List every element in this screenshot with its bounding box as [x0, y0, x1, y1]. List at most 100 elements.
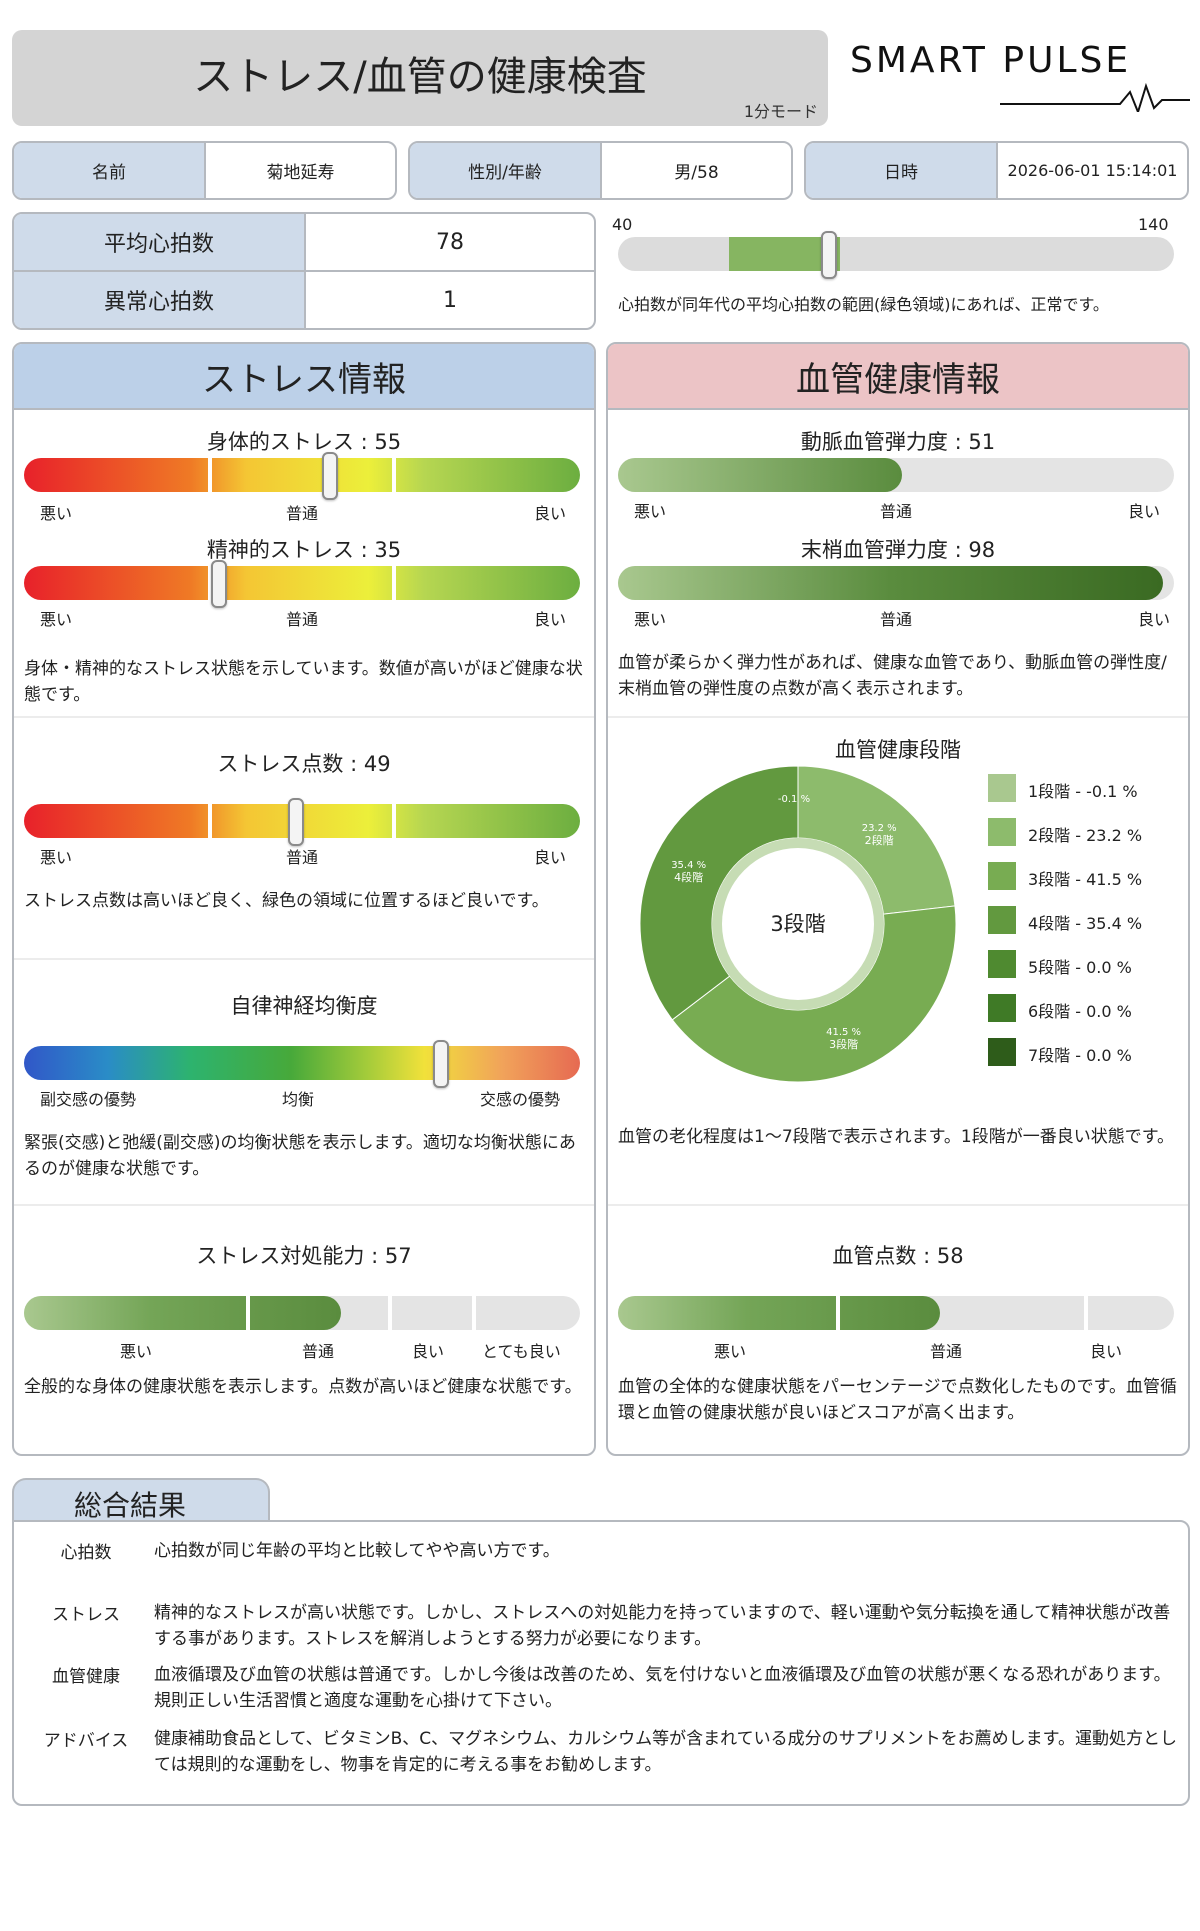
- hr-range-max: 140: [1138, 215, 1169, 234]
- legend-label-2: 2段階 - 23.2 %: [1028, 826, 1143, 845]
- pulse-line-icon: [1000, 82, 1190, 112]
- physical-scale-bad: 悪い: [40, 504, 73, 523]
- coping-bar: [24, 1296, 580, 1330]
- stress-score-bar: [24, 798, 580, 846]
- mode-label: 1分モード: [743, 102, 818, 121]
- periph-bar: [618, 566, 1174, 600]
- summary-box: 心拍数 心拍数が同じ年齢の平均と比較してやや高い方です。 ストレス 精神的なスト…: [12, 1520, 1190, 1806]
- score-scale-bad: 悪い: [40, 848, 73, 867]
- legend-swatch-7: [988, 1038, 1016, 1066]
- legend-label-1: 1段階 - -0.1 %: [1028, 782, 1138, 801]
- legend-label-3: 3段階 - 41.5 %: [1028, 870, 1143, 889]
- summary-text-advice: 健康補助食品として、ビタミンB、C、マグネシウム、カルシウム等が含まれている成分…: [154, 1729, 1177, 1775]
- physical-stress-title: 身体的ストレス : 55: [206, 430, 402, 454]
- avg-hr-value: 78: [436, 229, 464, 255]
- donut-slice-name-4: 4段階: [674, 870, 703, 884]
- periph-scale-bad: 悪い: [634, 610, 667, 629]
- legend-swatch-6: [988, 994, 1016, 1022]
- abn-hr-value: 1: [443, 287, 457, 313]
- donut-slice-pct-3: 41.5 %: [826, 1027, 861, 1038]
- summary-text-stress: 精神的なストレスが高い状態です。しかし、ストレスへの対処能力を持っていますので、…: [154, 1603, 1171, 1649]
- legend-label-5: 5段階 - 0.0 %: [1028, 958, 1132, 977]
- ans-left-label: 副交感の優勢: [40, 1090, 137, 1109]
- stress-score-title: ストレス点数 : 49: [217, 752, 391, 776]
- sexage-value: 男/58: [674, 163, 719, 183]
- summary-label-stress: ストレス: [52, 1605, 120, 1625]
- periph-title: 末梢血管弾力度 : 98: [800, 538, 996, 562]
- ans-mid-label: 均衡: [282, 1090, 315, 1109]
- mental-stress-bar: [24, 560, 580, 608]
- stress-score-marker: [288, 798, 305, 846]
- physical-scale-normal: 普通: [286, 504, 319, 523]
- name-label: 名前: [14, 143, 204, 198]
- mental-stress-title: 精神的ストレス : 35: [206, 538, 402, 562]
- name-box: 名前 菊地延寿: [12, 141, 397, 200]
- stress-panel: ストレス情報 身体的ストレス : 55 悪い 普通 良い 精神的ストレス : 3…: [12, 342, 596, 1456]
- vascular-desc-1: 血管が柔らかく弾力性があれば、健康な血管であり、動脈血管の弾性度/末梢血管の弾性…: [618, 653, 1167, 699]
- donut-slice-pct-4: 35.4 %: [671, 860, 706, 871]
- vascular-score-title: 血管点数 : 58: [832, 1244, 964, 1268]
- coping-scale-good: 良い: [412, 1342, 445, 1361]
- physical-stress-marker: [321, 452, 338, 500]
- coping-scale-verygood: とても良い: [482, 1342, 561, 1361]
- score-scale-good: 良い: [534, 848, 567, 867]
- periph-scale-good: 良い: [1138, 610, 1171, 629]
- periph-scale-normal: 普通: [880, 610, 913, 629]
- donut-slice-pct-1: -0.1 %: [778, 794, 810, 805]
- heart-rate-table: 平均心拍数 78 異常心拍数 1: [12, 212, 596, 330]
- stage-legend: 1段階 - -0.1 % 2段階 - 23.2 % 3段階 - 41.5 % 4段階 …: [988, 774, 1178, 1094]
- ans-bar: [24, 1040, 580, 1088]
- coping-scale-normal: 普通: [302, 1342, 335, 1361]
- name-value: 菊地延寿: [266, 163, 335, 183]
- artery-scale-normal: 普通: [880, 502, 913, 521]
- ans-marker: [433, 1040, 449, 1088]
- artery-scale-bad: 悪い: [634, 502, 667, 521]
- abn-hr-label: 異常心拍数: [14, 272, 304, 328]
- coping-title: ストレス対処能力 : 57: [196, 1244, 412, 1268]
- page-title: ストレス/血管の健康検査: [193, 54, 647, 100]
- stress-desc-1: 身体・精神的なストレス状態を示しています。数値が高いがほど健康な状態です。: [24, 659, 583, 705]
- vscore-scale-bad: 悪い: [714, 1342, 747, 1361]
- summary-label-vascular: 血管健康: [52, 1667, 120, 1687]
- vascular-desc-2: 血管の老化程度は1〜7段階で表示されます。1段階が一番良い状態です。: [618, 1127, 1175, 1147]
- donut-center-label: 3段階: [770, 912, 825, 936]
- summary-tab: 総合結果: [12, 1478, 270, 1524]
- sexage-label: 性別/年齢: [410, 143, 600, 198]
- vascular-panel-title: 血管健康情報: [608, 344, 1188, 410]
- brand-logo: SMART PULSE: [850, 40, 1190, 112]
- score-scale-normal: 普通: [286, 848, 319, 867]
- hr-note: 心拍数が同年代の平均心拍数の範囲(緑色領域)にあれば、正常です。: [618, 295, 1109, 314]
- coping-scale-bad: 悪い: [120, 1342, 153, 1361]
- summary-label-advice: アドバイス: [43, 1731, 129, 1751]
- stress-desc-4: 全般的な身体の健康状態を表示します。点数が高いほど健康な状態です。: [24, 1377, 582, 1397]
- sexage-box: 性別/年齢 男/58: [408, 141, 793, 200]
- artery-title: 動脈血管弾力度 : 51: [800, 430, 996, 454]
- mental-scale-bad: 悪い: [40, 610, 73, 629]
- legend-swatch-3: [988, 862, 1016, 890]
- vscore-scale-normal: 普通: [930, 1342, 963, 1361]
- header-banner: ストレス/血管の健康検査 1分モード: [12, 30, 828, 126]
- donut-slice-pct-2: 23.2 %: [862, 823, 897, 834]
- mental-stress-marker: [210, 560, 227, 608]
- mental-scale-good: 良い: [534, 610, 567, 629]
- legend-swatch-2: [988, 818, 1016, 846]
- mental-scale-normal: 普通: [286, 610, 319, 629]
- summary-title: 総合結果: [74, 1489, 187, 1522]
- vascular-desc-3: 血管の全体的な健康状態をパーセンテージで点数化したものです。血管循環と血管の健康…: [618, 1377, 1177, 1423]
- date-label: 日時: [806, 143, 996, 198]
- legend-swatch-5: [988, 950, 1016, 978]
- donut-slice-name-3: 3段階: [829, 1037, 858, 1051]
- stress-desc-3: 緊張(交感)と弛緩(副交感)の均衡状態を表示します。適切な均衡状態にあるのが健康…: [24, 1133, 576, 1179]
- vscore-scale-good: 良い: [1090, 1342, 1123, 1361]
- summary-label-heart: 心拍数: [60, 1543, 112, 1563]
- stage-chart-title: 血管健康段階: [835, 738, 961, 762]
- date-value: 2026-06-01 15:14:01: [1007, 161, 1178, 180]
- stress-desc-2: ストレス点数は高いほど良く、緑色の領域に位置するほど良いです。: [24, 891, 549, 911]
- hr-marker: [821, 231, 838, 279]
- brand-word-pulse: PULSE: [1002, 40, 1132, 81]
- legend-swatch-1: [988, 774, 1016, 802]
- vascular-score-bar: [618, 1296, 1174, 1330]
- date-box: 日時 2026-06-01 15:14:01: [804, 141, 1189, 200]
- physical-scale-good: 良い: [534, 504, 567, 523]
